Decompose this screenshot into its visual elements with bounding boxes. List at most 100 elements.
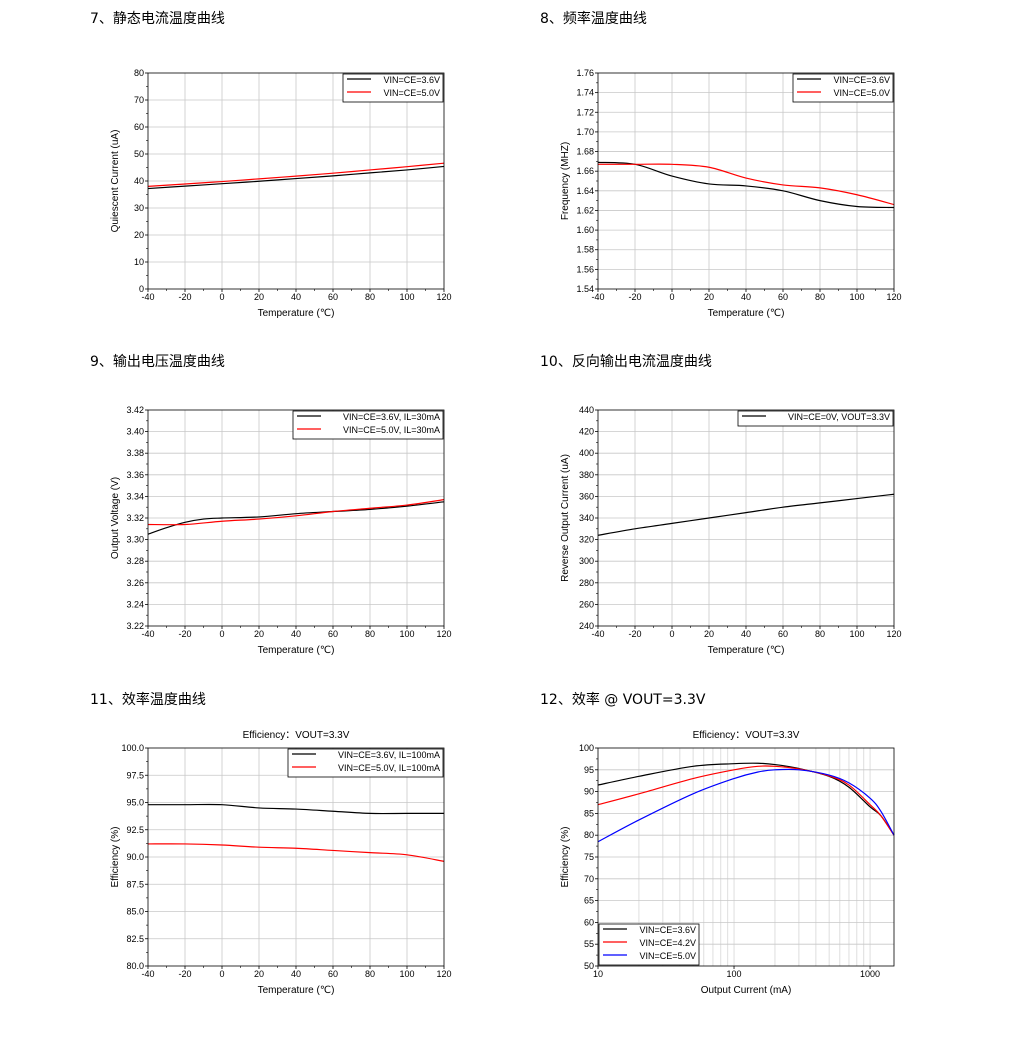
legend-box xyxy=(737,410,894,427)
y-tick-label: 3.30 xyxy=(126,535,144,545)
series-line-2 xyxy=(147,499,445,526)
x-tick-label: 80 xyxy=(365,292,375,302)
x-axis-label: Temperature (℃) xyxy=(258,645,335,656)
legend: VIN=CE=0V, VOUT=3.3V xyxy=(737,410,894,427)
series-line-3 xyxy=(597,768,895,843)
series-line-1 xyxy=(597,493,895,536)
x-tick-label: 20 xyxy=(704,629,714,639)
y-tick-label: 1.70 xyxy=(576,127,594,137)
legend-label: VIN=CE=5.0V xyxy=(833,88,890,98)
section-title: 12、效率 @ VOUT=3.3V xyxy=(540,692,706,708)
x-tick-label: 0 xyxy=(219,969,224,979)
y-tick-label: 1.58 xyxy=(576,245,594,255)
x-axis-label: Temperature (℃) xyxy=(708,308,785,319)
x-tick-label: 80 xyxy=(365,629,375,639)
series-line-2 xyxy=(147,162,445,187)
y-tick-label: 3.28 xyxy=(126,556,144,566)
x-tick-label: -40 xyxy=(591,629,604,639)
y-tick-label: 92.5 xyxy=(126,825,144,835)
y-tick-label: 100.0 xyxy=(121,743,144,753)
y-tick-label: 1.66 xyxy=(576,166,594,176)
y-tick-label: 3.36 xyxy=(126,470,144,480)
legend-label: VIN=CE=5.0V xyxy=(639,951,696,961)
x-tick-label: 80 xyxy=(365,969,375,979)
series-line-1 xyxy=(148,803,444,815)
series-line-2 xyxy=(597,765,895,836)
x-tick-label: 120 xyxy=(436,292,451,302)
y-tick-label: 50 xyxy=(134,149,144,159)
x-axis-label: Temperature (℃) xyxy=(258,985,335,996)
y-tick-label: 3.34 xyxy=(126,491,144,501)
y-tick-label: 70 xyxy=(134,95,144,105)
legend-label: VIN=CE=3.6V, IL=30mA xyxy=(343,412,440,422)
reverse-current-chart: 240 260 280 300 320 340 360 380 400 420 440 -40 -20 0… xyxy=(560,405,902,656)
x-tick-label: -20 xyxy=(628,629,641,639)
output-voltage-panel: 9、输出电压温度曲线 3.22 3.24 3.26 3.28 3.30 3.32 3.34 3… xyxy=(90,351,530,681)
frequency-chart: 1.54 1.56 1.58 1.60 1.62 1.64 1.66 1.68 1.70 1.72… xyxy=(560,68,902,319)
x-axis-label: Output Current (mA) xyxy=(701,985,792,996)
y-tick-label: 320 xyxy=(579,535,594,545)
y-tick-label: 40 xyxy=(134,176,144,186)
legend-label: VIN=CE=4.2V xyxy=(639,938,696,948)
x-axis-label: Temperature (℃) xyxy=(258,308,335,319)
x-tick-label: 20 xyxy=(704,292,714,302)
y-tick-label: 3.22 xyxy=(126,621,144,631)
y-tick-label: 90.0 xyxy=(126,852,144,862)
x-tick-label: 100 xyxy=(849,629,864,639)
section-title: 11、效率温度曲线 xyxy=(90,692,206,708)
y-tick-label: 1.62 xyxy=(576,205,594,215)
series-line-2 xyxy=(597,163,895,206)
x-tick-label: -40 xyxy=(141,292,154,302)
section-title: 10、反向输出电流温度曲线 xyxy=(540,354,712,370)
x-tick-label: 40 xyxy=(741,629,751,639)
y-axis-label: Reverse Output Current (uA) xyxy=(560,454,571,582)
y-tick-label: 1.76 xyxy=(576,68,594,78)
legend: VIN=CE=3.6V VIN=CE=4.2V VIN=CE=5.0V xyxy=(598,923,700,966)
y-tick-label: 20 xyxy=(134,230,144,240)
y-tick-label: 87.5 xyxy=(126,879,144,889)
y-tick-label: 90 xyxy=(584,787,594,797)
y-tick-label: 3.40 xyxy=(126,427,144,437)
legend: VIN=CE=3.6V VIN=CE=5.0V xyxy=(792,73,894,103)
series-line-1 xyxy=(597,161,895,209)
series-line-1 xyxy=(147,165,445,190)
y-tick-label: 240 xyxy=(579,621,594,631)
x-tick-label: -20 xyxy=(628,292,641,302)
y-axis-label: Efficiency (%) xyxy=(560,827,571,888)
y-tick-label: 3.32 xyxy=(126,513,144,523)
reverse-current-panel: 10、反向输出电流温度曲线 240 260 280 300 320 340 360 380 40… xyxy=(540,351,980,681)
section-title: 9、输出电压温度曲线 xyxy=(90,354,225,370)
legend-label: VIN=CE=5.0V xyxy=(383,88,440,98)
y-tick-label: 80 xyxy=(134,68,144,78)
efficiency-load-panel: 12、效率 @ VOUT=3.3V 50 55 60 65 70 75 80 85 90 95 10… xyxy=(540,689,980,1019)
efficiency-temp-panel: 11、效率温度曲线 80.0 82.5 85.0 87.5 90.0 92.5 95.0 97… xyxy=(90,689,530,1019)
x-tick-label: 1000 xyxy=(860,969,880,979)
x-tick-label: -20 xyxy=(178,629,191,639)
y-tick-label: 0 xyxy=(139,284,144,294)
x-tick-label: 100 xyxy=(849,292,864,302)
x-tick-label: 60 xyxy=(328,292,338,302)
y-tick-label: 100 xyxy=(579,743,594,753)
legend: VIN=CE=3.6V VIN=CE=5.0V xyxy=(342,73,444,103)
y-tick-label: 1.72 xyxy=(576,107,594,117)
y-tick-label: 420 xyxy=(579,427,594,437)
y-tick-label: 1.54 xyxy=(576,284,594,294)
x-tick-label: 10 xyxy=(593,969,603,979)
series-line-1 xyxy=(147,501,445,535)
y-tick-label: 50 xyxy=(584,961,594,971)
x-tick-label: 40 xyxy=(291,292,301,302)
legend: VIN=CE=3.6V, IL=30mA VIN=CE=5.0V, IL=30mA xyxy=(292,410,444,440)
y-tick-label: 65 xyxy=(584,896,594,906)
chart-title: Efficiency：VOUT=3.3V xyxy=(243,730,350,741)
legend-label: VIN=CE=0V, VOUT=3.3V xyxy=(788,412,890,422)
y-tick-label: 85 xyxy=(584,808,594,818)
y-tick-label: 1.68 xyxy=(576,147,594,157)
x-tick-label: 100 xyxy=(727,969,742,979)
legend-label: VIN=CE=5.0V, IL=30mA xyxy=(343,425,440,435)
y-tick-label: 1.60 xyxy=(576,225,594,235)
x-tick-label: 20 xyxy=(254,629,264,639)
x-tick-label: -40 xyxy=(141,629,154,639)
chart-title: Efficiency：VOUT=3.3V xyxy=(693,730,800,741)
x-tick-label: 80 xyxy=(815,629,825,639)
y-tick-label: 3.42 xyxy=(126,405,144,415)
